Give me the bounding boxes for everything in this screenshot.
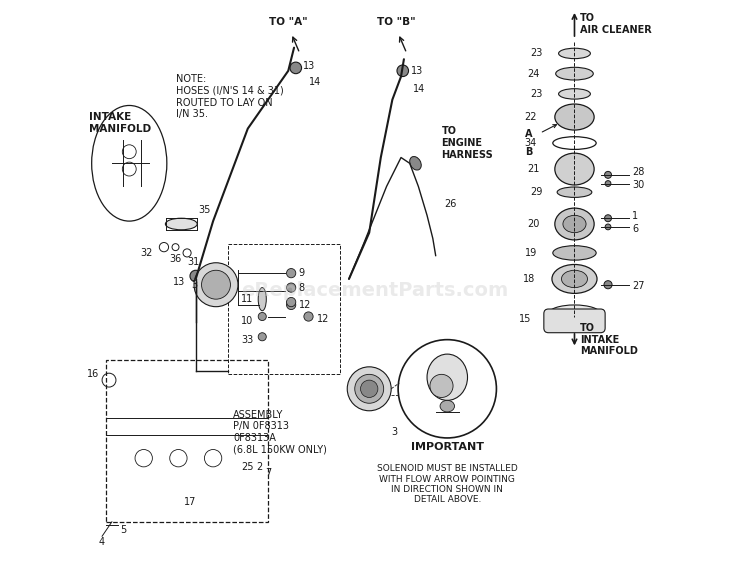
- Text: 28: 28: [632, 167, 645, 177]
- Ellipse shape: [559, 48, 590, 59]
- Text: NOTE:
HOSES (I/N'S 14 & 31)
ROUTED TO LAY ON
I/N 35.: NOTE: HOSES (I/N'S 14 & 31) ROUTED TO LA…: [176, 74, 284, 119]
- Text: 33: 33: [242, 335, 254, 345]
- Ellipse shape: [410, 156, 422, 170]
- Ellipse shape: [557, 187, 592, 198]
- Text: 21: 21: [527, 164, 540, 174]
- Bar: [227, 244, 340, 374]
- Circle shape: [304, 312, 313, 321]
- Text: A: A: [525, 130, 532, 139]
- Circle shape: [347, 367, 392, 411]
- Text: 3: 3: [392, 427, 398, 437]
- Text: eReplacementParts.com: eReplacementParts.com: [242, 281, 509, 300]
- Text: ASSEMBLY
P/N 0F8313
0F8313A
(6.8L 150KW ONLY): ASSEMBLY P/N 0F8313 0F8313A (6.8L 150KW …: [233, 410, 327, 454]
- Ellipse shape: [553, 246, 596, 260]
- Ellipse shape: [559, 89, 590, 99]
- Text: 14: 14: [413, 84, 424, 94]
- Text: SOLENOID MUST BE INSTALLED
WITH FLOW ARROW POINTING
IN DIRECTION SHOWN IN
DETAIL: SOLENOID MUST BE INSTALLED WITH FLOW ARR…: [377, 464, 518, 504]
- Text: 29: 29: [530, 187, 543, 197]
- Circle shape: [605, 181, 611, 187]
- Text: 2: 2: [256, 462, 262, 472]
- Text: 10: 10: [242, 315, 254, 325]
- Circle shape: [286, 297, 296, 307]
- Text: 23: 23: [530, 48, 543, 59]
- Text: 8: 8: [298, 282, 304, 293]
- Circle shape: [190, 270, 202, 282]
- Text: 19: 19: [525, 248, 537, 258]
- Text: 24: 24: [527, 69, 540, 78]
- Text: TO "A": TO "A": [269, 17, 308, 27]
- Ellipse shape: [563, 216, 586, 232]
- Text: 34: 34: [525, 138, 537, 148]
- Text: 4: 4: [99, 537, 105, 547]
- Circle shape: [286, 283, 296, 292]
- Text: 22: 22: [524, 112, 537, 122]
- Text: 13: 13: [173, 277, 185, 287]
- FancyBboxPatch shape: [544, 309, 605, 333]
- Text: 17: 17: [184, 497, 196, 507]
- Text: 7: 7: [266, 468, 272, 478]
- Circle shape: [397, 65, 409, 77]
- Text: 12: 12: [317, 314, 329, 324]
- Bar: [106, 360, 268, 522]
- Text: 26: 26: [445, 199, 457, 209]
- Circle shape: [355, 374, 384, 403]
- Circle shape: [258, 313, 266, 321]
- Text: B: B: [525, 147, 532, 157]
- Text: 12: 12: [298, 300, 311, 310]
- Text: 27: 27: [632, 281, 645, 291]
- Circle shape: [286, 300, 296, 310]
- Text: 9: 9: [298, 268, 304, 278]
- Circle shape: [605, 224, 611, 230]
- Text: IMPORTANT: IMPORTANT: [411, 442, 484, 451]
- Text: 14: 14: [308, 77, 321, 87]
- Ellipse shape: [548, 305, 601, 322]
- Text: 15: 15: [519, 314, 531, 324]
- Circle shape: [258, 333, 266, 341]
- Text: TO "B": TO "B": [377, 17, 416, 27]
- Circle shape: [286, 268, 296, 278]
- Ellipse shape: [552, 264, 597, 293]
- Ellipse shape: [166, 218, 197, 230]
- Circle shape: [194, 263, 238, 307]
- Ellipse shape: [430, 374, 453, 397]
- Circle shape: [604, 215, 611, 222]
- Text: TO
ENGINE
HARNESS: TO ENGINE HARNESS: [442, 127, 494, 160]
- Text: TO
AIR CLEANER: TO AIR CLEANER: [580, 13, 652, 34]
- Text: TO
INTAKE
MANIFOLD: TO INTAKE MANIFOLD: [580, 323, 638, 356]
- Ellipse shape: [427, 354, 467, 400]
- Circle shape: [290, 62, 302, 74]
- Text: 6: 6: [632, 224, 638, 234]
- Text: 32: 32: [140, 248, 152, 258]
- Text: 3: 3: [192, 279, 198, 290]
- Text: 25: 25: [241, 462, 254, 472]
- Ellipse shape: [258, 288, 266, 311]
- Ellipse shape: [556, 67, 593, 80]
- Ellipse shape: [555, 208, 594, 240]
- Text: 31: 31: [187, 257, 200, 267]
- Circle shape: [604, 281, 612, 289]
- Text: 13: 13: [411, 66, 423, 76]
- Circle shape: [604, 171, 611, 178]
- Text: 36: 36: [170, 254, 182, 264]
- Text: 18: 18: [523, 274, 536, 284]
- Text: 23: 23: [530, 89, 543, 99]
- Text: 20: 20: [527, 219, 540, 229]
- Text: INTAKE
MANIFOLD: INTAKE MANIFOLD: [88, 112, 151, 134]
- Ellipse shape: [562, 270, 587, 288]
- Text: 35: 35: [199, 205, 211, 214]
- Text: 13: 13: [303, 61, 315, 71]
- Ellipse shape: [555, 104, 594, 130]
- Circle shape: [361, 380, 378, 397]
- Text: 30: 30: [632, 180, 644, 190]
- Text: 5: 5: [121, 525, 127, 536]
- Text: 11: 11: [242, 294, 254, 304]
- Circle shape: [202, 270, 230, 299]
- Text: 16: 16: [87, 370, 99, 379]
- Text: 1: 1: [632, 211, 638, 221]
- Ellipse shape: [555, 153, 594, 185]
- Ellipse shape: [440, 400, 454, 412]
